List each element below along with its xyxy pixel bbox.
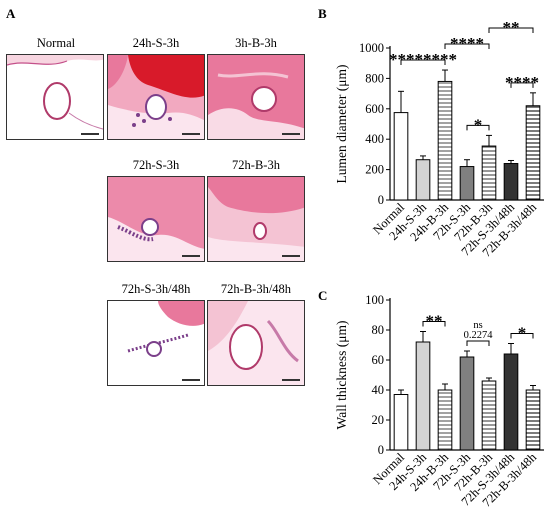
significance-label: * <box>474 115 483 134</box>
y-tick-label: 0 <box>378 443 384 457</box>
micrograph-label-3h-b-3h: 3h-B-3h <box>206 36 306 51</box>
micrograph-72h-s-3h <box>107 176 205 262</box>
y-tick-label: 100 <box>365 293 384 307</box>
bar-24h-s-3h <box>416 160 430 200</box>
bar-72h-b-3h-48h <box>526 106 540 200</box>
y-tick-label: 60 <box>372 353 385 367</box>
micrograph-normal <box>6 54 104 140</box>
bar-normal <box>394 113 408 200</box>
y-tick-label: 1000 <box>359 41 384 55</box>
significance-label: **** <box>450 34 484 53</box>
micrograph-label-72h-s-3h: 72h-S-3h <box>106 158 206 173</box>
panel-a-letter: A <box>6 6 15 22</box>
y-tick-label: 80 <box>372 323 385 337</box>
micrograph-72h-b-3h <box>207 176 305 262</box>
p-value-label: 0.2274 <box>464 330 494 341</box>
y-axis-label: Wall thickness (μm) <box>334 321 349 430</box>
significance-label: **** <box>505 73 539 92</box>
y-tick-label: 20 <box>372 413 385 427</box>
micrograph-3h-b-3h <box>207 54 305 140</box>
micrograph-label-normal: Normal <box>6 36 106 51</box>
y-tick-label: 400 <box>365 132 384 146</box>
bar-72h-b-3h-48h <box>526 390 540 450</box>
significance-label: ** <box>503 18 520 37</box>
y-tick-label: 0 <box>378 193 384 207</box>
y-axis-label: Lumen diameter (μm) <box>334 65 349 184</box>
micrograph-72h-b-3h-48h <box>207 300 305 386</box>
significance-label: ******** <box>389 50 457 69</box>
bar-72h-s-3h <box>460 357 474 450</box>
y-tick-label: 800 <box>365 71 384 85</box>
bar-normal <box>394 395 408 451</box>
y-tick-label: 200 <box>365 163 384 177</box>
micrograph-label-72h-b-3h-48h: 72h-B-3h/48h <box>206 282 306 297</box>
y-tick-label: 600 <box>365 102 384 116</box>
bar-72h-s-3h <box>460 167 474 200</box>
bar-72h-s-3h-48h <box>504 354 518 450</box>
micrograph-label-24h-s-3h: 24h-S-3h <box>106 36 206 51</box>
micrograph-72h-s-3h-48h <box>107 300 205 386</box>
significance-bracket <box>467 341 489 346</box>
y-tick-label: 40 <box>372 383 385 397</box>
bar-24h-s-3h <box>416 342 430 450</box>
bar-72h-s-3h-48h <box>504 164 518 200</box>
bar-24h-b-3h <box>438 390 452 450</box>
significance-label: * <box>518 324 527 343</box>
micrograph-label-72h-s-3h-48h: 72h-S-3h/48h <box>106 282 206 297</box>
significance-label: ** <box>426 312 443 331</box>
micrograph-label-72h-b-3h: 72h-B-3h <box>206 158 306 173</box>
bar-72h-b-3h <box>482 146 496 200</box>
bar-72h-b-3h <box>482 381 496 450</box>
bar-24h-b-3h <box>438 81 452 200</box>
micrograph-24h-s-3h <box>107 54 205 140</box>
